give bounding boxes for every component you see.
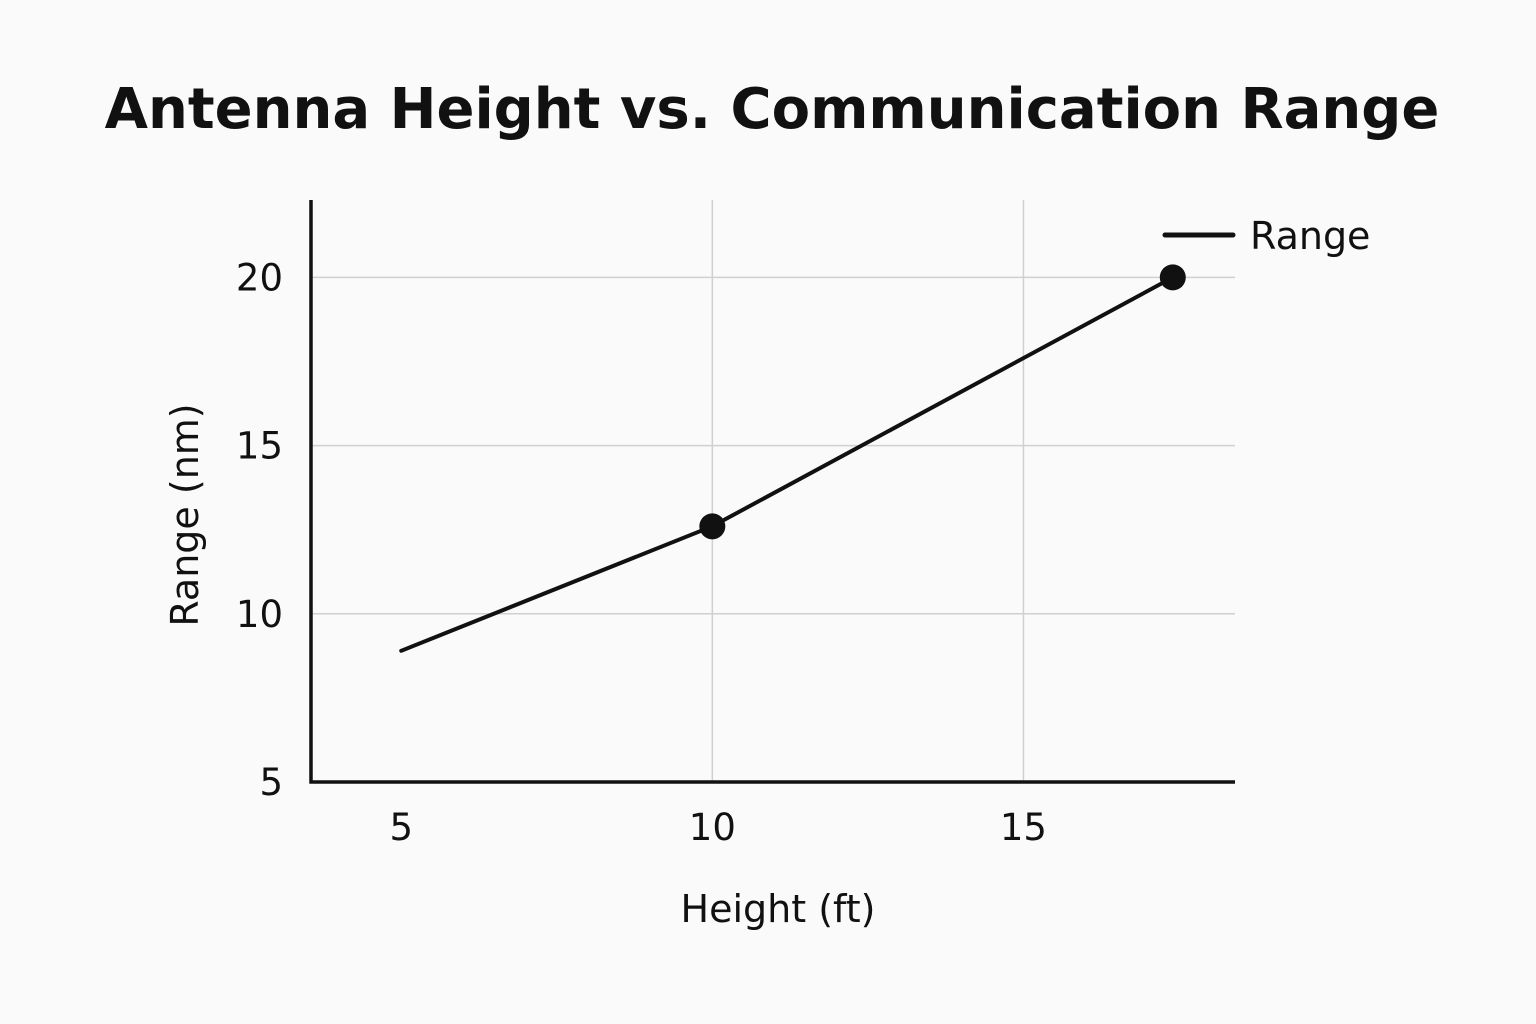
x-tick-label: 10 bbox=[689, 806, 736, 849]
chart-title: Antenna Height vs. Communication Range bbox=[105, 77, 1440, 142]
series-line-range bbox=[399, 275, 1175, 653]
series-range bbox=[399, 264, 1186, 653]
grid bbox=[311, 200, 1235, 782]
x-tick-label: 15 bbox=[1000, 806, 1047, 849]
x-axis-label: Height (ft) bbox=[681, 887, 876, 931]
y-tick-label: 20 bbox=[236, 256, 283, 299]
axes bbox=[309, 200, 1235, 784]
legend: Range bbox=[1162, 214, 1370, 258]
data-point-marker bbox=[1159, 264, 1186, 291]
x-tick-labels: 5 10 15 bbox=[389, 806, 1047, 849]
x-tick-label: 5 bbox=[389, 806, 413, 849]
y-axis-label: Range (nm) bbox=[163, 403, 207, 626]
legend-label-range: Range bbox=[1250, 214, 1370, 258]
y-tick-label: 10 bbox=[236, 593, 283, 636]
y-tick-label: 15 bbox=[236, 425, 283, 468]
data-point-marker bbox=[699, 513, 726, 540]
y-tick-label: 5 bbox=[259, 761, 283, 804]
y-tick-labels: 5 10 15 20 bbox=[236, 256, 283, 804]
